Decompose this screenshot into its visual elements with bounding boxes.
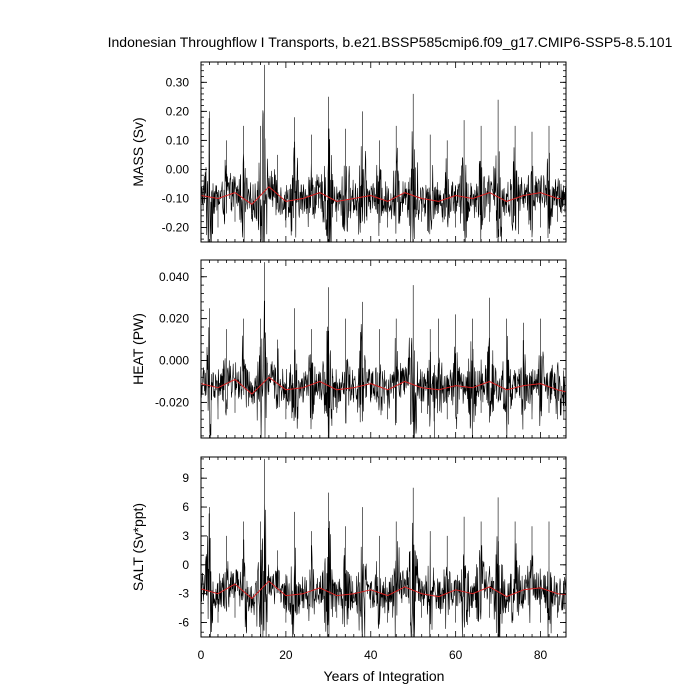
chart-title: Indonesian Throughflow I Transports, b.e… <box>108 34 673 50</box>
salt-panel: 0 20 40 60 80 -6 -3 0 3 6 9 SALT (Sv*ppt) <box>130 456 567 662</box>
salt-running-mean-line <box>200 580 567 599</box>
y-tick-label: 0.000 <box>159 354 189 368</box>
heat-running-mean-line <box>200 376 567 395</box>
y-tick-label: -3 <box>178 587 189 601</box>
x-tick-label: 80 <box>534 648 548 662</box>
y-tick-label: 0.020 <box>159 312 189 326</box>
y-tick-label: -6 <box>178 616 189 630</box>
mass-panel: -0.20 -0.10 0.00 0.10 0.20 0.30 MASS (Sv) <box>130 61 567 243</box>
y-tick-label: 6 <box>182 500 189 514</box>
mass-y-axis-label: MASS (Sv) <box>130 117 146 186</box>
heat-y-axis-label: HEAT (PW) <box>130 313 146 385</box>
x-axis-label: Years of Integration <box>324 668 445 684</box>
y-tick-label: -0.20 <box>162 220 190 234</box>
x-tick-label: 40 <box>364 648 378 662</box>
salt-monthly-series-line <box>200 458 567 638</box>
heat-plot-frame <box>200 259 567 439</box>
y-tick-label: -0.020 <box>155 395 189 409</box>
heat-panel: -0.020 0.000 0.020 0.040 HEAT (PW) <box>130 259 567 439</box>
y-tick-label: 0.30 <box>166 75 190 89</box>
y-tick-label: 0 <box>182 558 189 572</box>
salt-plot-frame <box>200 456 567 638</box>
y-tick-label: 9 <box>182 471 189 485</box>
x-tick-label: 60 <box>449 648 463 662</box>
y-tick-label: 0.10 <box>166 133 190 147</box>
y-tick-label: 0.040 <box>159 270 189 284</box>
y-tick-label: 3 <box>182 529 189 543</box>
salt-y-axis-label: SALT (Sv*ppt) <box>130 503 146 591</box>
x-tick-label: 20 <box>279 648 293 662</box>
y-tick-label: 0.00 <box>166 162 190 176</box>
mass-monthly-series-line <box>200 64 567 243</box>
x-tick-label: 0 <box>198 648 205 662</box>
heat-monthly-series-line <box>200 262 567 439</box>
y-tick-label: -0.10 <box>162 191 190 205</box>
y-tick-label: 0.20 <box>166 104 190 118</box>
mass-running-mean-line <box>200 186 566 205</box>
